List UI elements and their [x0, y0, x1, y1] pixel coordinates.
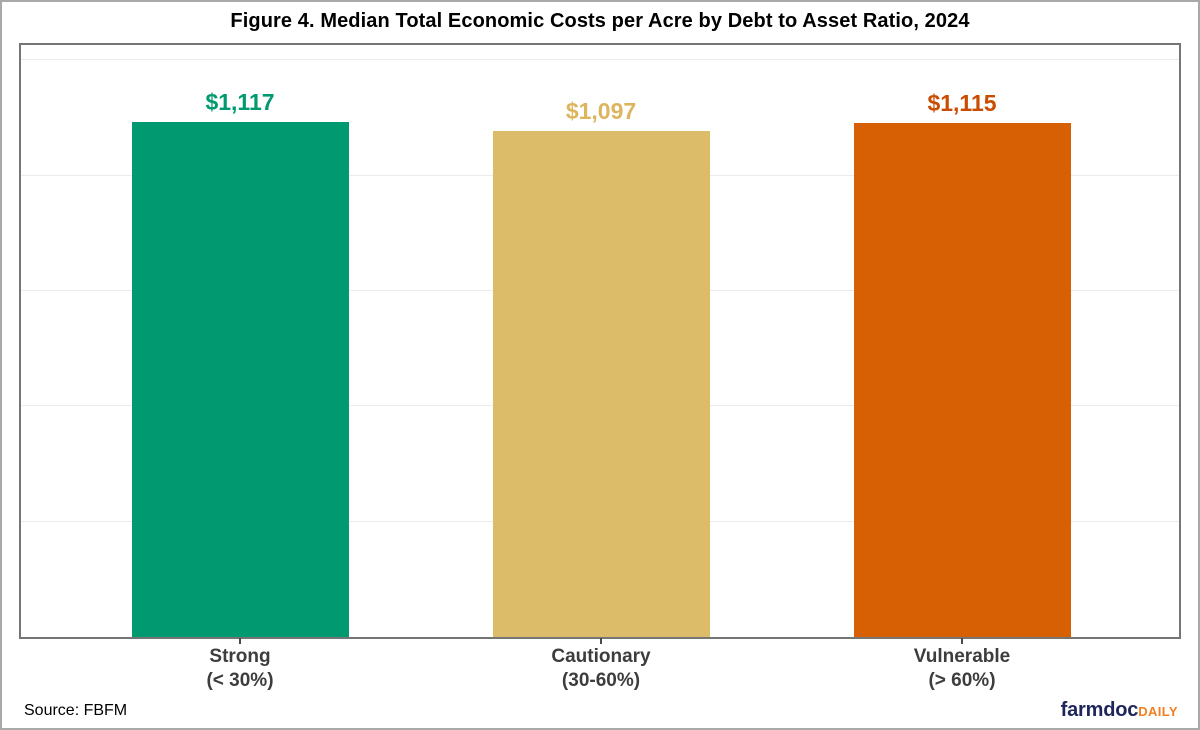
x-axis-label-strong: Strong (< 30%): [206, 646, 274, 691]
plot-panel: $1,117 $1,097 $1,115: [19, 43, 1181, 639]
x-axis-label-cautionary: Cautionary (30-60%): [551, 646, 651, 691]
farmdoc-daily-logo: farmdocDAILY: [1061, 699, 1178, 722]
bar-value-label: $1,115: [927, 89, 997, 116]
axis-tick: [600, 638, 602, 644]
bar-strong: [131, 122, 349, 637]
bar-cautionary: [492, 131, 710, 637]
x-axis-label-vulnerable: Vulnerable (> 60%): [913, 646, 1011, 691]
axis-tick: [961, 638, 963, 644]
bar-value-label: $1,117: [205, 88, 275, 115]
logo-daily-text: DAILY: [1138, 704, 1178, 719]
source-text: Source: FBFM: [24, 702, 128, 719]
logo-farmdoc-text: farmdoc: [1060, 699, 1139, 721]
chart-title: Figure 4. Median Total Economic Costs pe…: [230, 10, 970, 32]
axis-tick: [239, 638, 241, 644]
bar-value-label: $1,097: [565, 97, 637, 124]
bar-vulnerable: [853, 123, 1071, 637]
gridline: [21, 59, 1179, 61]
